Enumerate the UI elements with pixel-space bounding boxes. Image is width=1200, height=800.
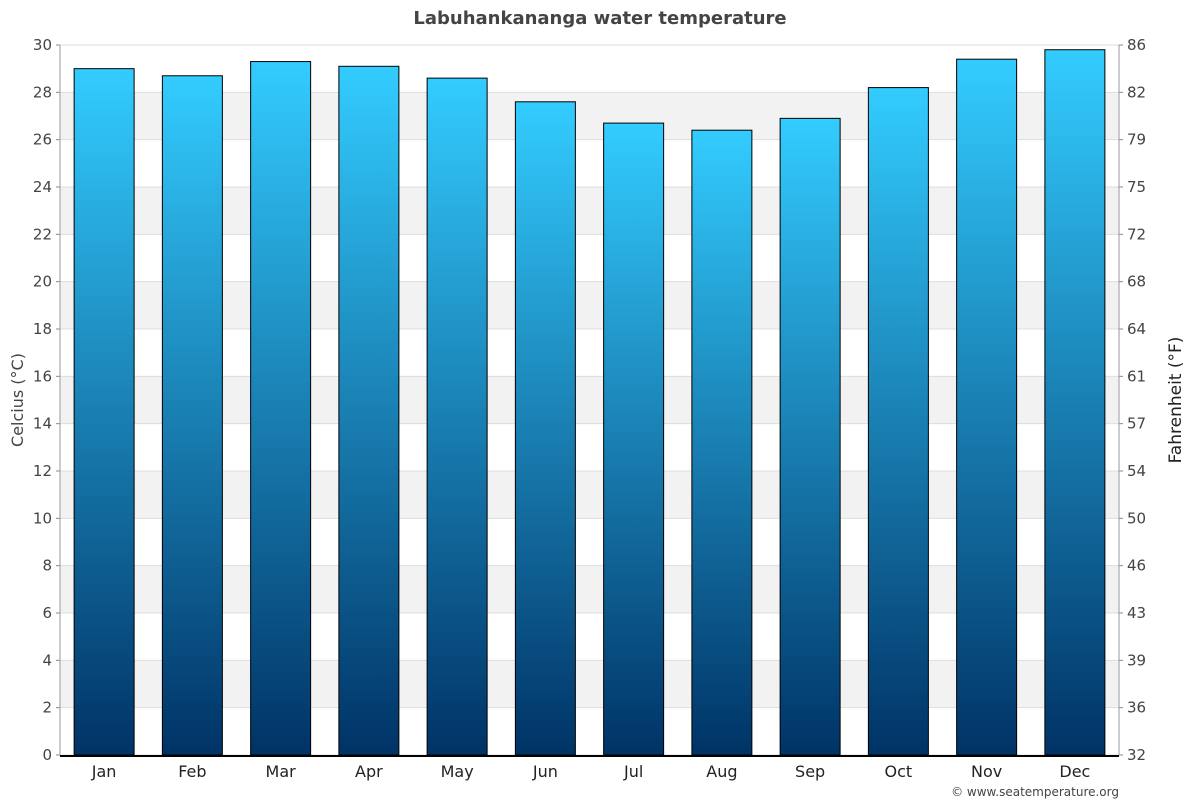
x-tick-label: Mar [266,762,297,781]
y-tick-label-left: 12 [33,462,52,480]
y-tick-label-left: 16 [33,367,52,385]
y-tick-label-left: 22 [33,225,52,243]
y-tick-label-left: 20 [33,273,52,291]
y-tick-label-right: 57 [1127,415,1146,433]
y-tick-label-right: 39 [1127,651,1146,669]
x-tick-label: Apr [355,762,383,781]
bar-jul [603,122,665,756]
y-tick-label-left: 26 [33,131,52,149]
x-tick-label: Sep [795,762,825,781]
x-tick-label: Jul [623,762,643,781]
y-tick-label-left: 0 [42,746,52,764]
y-axis-label-left: Celcius (°C) [8,353,27,447]
y-tick-label-left: 10 [33,509,52,527]
y-tick-label-right: 79 [1127,131,1146,149]
y-tick-label-right: 32 [1127,746,1146,764]
y-tick-label-left: 6 [42,604,52,622]
bar-oct [867,87,929,756]
y-tick-label-right: 72 [1127,225,1146,243]
chart-title: Labuhankananga water temperature [413,8,786,29]
y-tick-label-right: 75 [1127,178,1146,196]
bar-sep [779,117,841,756]
y-tick-label-left: 18 [33,320,52,338]
y-tick-label-right: 68 [1127,273,1146,291]
grid-band [60,187,1119,235]
grid-band [60,471,1119,519]
y-tick-label-right: 36 [1127,699,1146,717]
x-tick-label: Nov [971,762,1002,781]
grid-band [60,92,1119,140]
y-tick-label-right: 46 [1127,557,1146,575]
y-tick-label-right: 82 [1127,83,1146,101]
y-tick-label-left: 24 [33,178,52,196]
x-tick-label: May [441,762,474,781]
y-axis-label-right: Fahrenheit (°F) [1166,337,1186,464]
bar-dec [1044,49,1106,756]
bar-apr [338,65,400,756]
x-tick-label: Feb [178,762,206,781]
y-tick-label-left: 14 [33,415,52,433]
grid-band [60,376,1119,424]
x-tick-label: Jun [532,762,558,781]
x-tick-label: Jan [91,762,117,781]
y-tick-label-right: 86 [1127,36,1146,54]
y-tick-label-left: 8 [42,557,52,575]
y-tick-label-left: 30 [33,36,52,54]
grid-band [60,565,1119,613]
grid-band [60,660,1119,708]
y-tick-label-right: 54 [1127,462,1146,480]
bar-may [426,77,488,756]
credit[interactable]: © www.seatemperature.org [951,785,1119,799]
y-tick-label-left: 28 [33,83,52,101]
bar-nov [956,58,1018,756]
bar-feb [161,75,223,756]
x-tick-label: Dec [1059,762,1090,781]
bar-jan [73,68,135,756]
bar-jun [514,101,576,756]
y-tick-label-right: 64 [1127,320,1146,338]
bar-mar [250,61,312,756]
y-tick-label-left: 2 [42,699,52,717]
y-tick-label-right: 50 [1127,509,1146,527]
y-tick-label-left: 4 [42,651,52,669]
x-tick-label: Aug [706,762,737,781]
y-tick-label-right: 43 [1127,604,1146,622]
x-tick-label: Oct [885,762,913,781]
bar-aug [691,129,753,756]
y-tick-label-right: 61 [1127,367,1146,385]
grid-band [60,281,1119,329]
